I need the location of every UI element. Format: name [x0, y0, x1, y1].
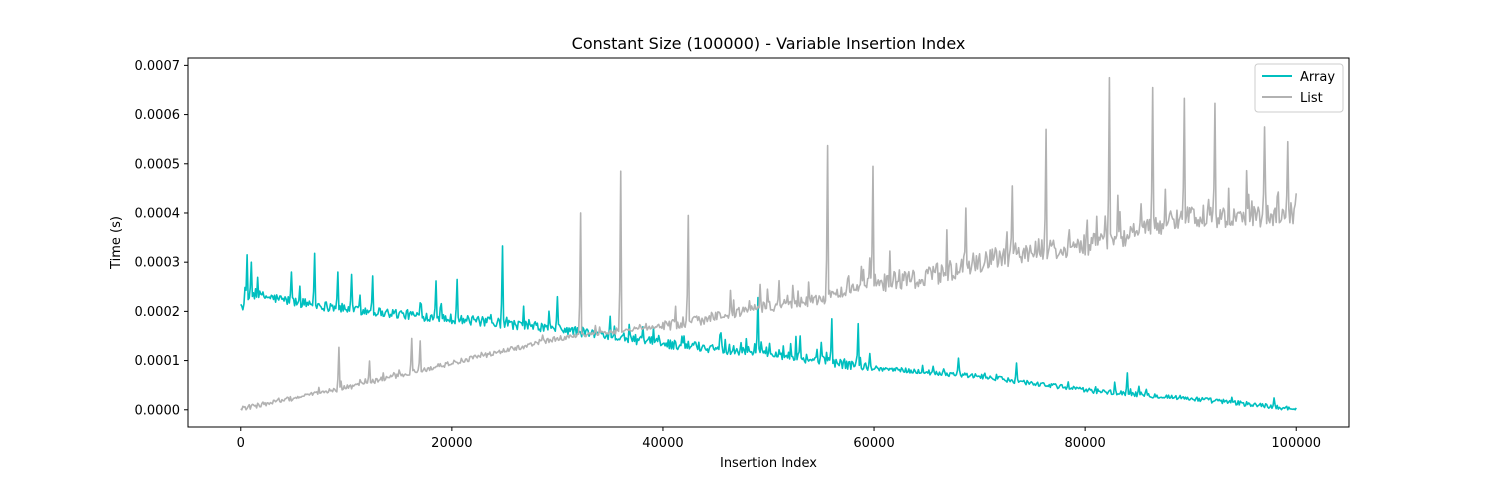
- series-layer: [240, 76, 1298, 411]
- x-axis-label: Insertion Index: [720, 456, 817, 471]
- x-tick-label: 80000: [1064, 436, 1105, 451]
- x-tick-label: 40000: [642, 436, 683, 451]
- legend: Array List: [1254, 63, 1344, 113]
- x-tick-label: 20000: [431, 436, 472, 451]
- y-tick-label: 0.0006: [135, 108, 181, 123]
- y-tick-label: 0.0004: [135, 206, 181, 221]
- legend-label-array: Array: [1300, 70, 1335, 85]
- y-tick-label: 0.0002: [135, 305, 181, 320]
- plot-frame: [187, 57, 1350, 428]
- series-line-list: [240, 76, 1298, 411]
- y-tick-label: 0.0007: [135, 59, 181, 74]
- x-tick-label: 60000: [853, 436, 894, 451]
- x-tick-label: 0: [237, 436, 245, 451]
- plot-area: [187, 57, 1350, 428]
- y-tick-label: 0.0000: [135, 403, 181, 418]
- y-tick-label: 0.0003: [135, 256, 181, 271]
- y-axis-label: Time (s): [109, 216, 124, 270]
- x-axis: 0 20000 40000 60000 80000 100000: [237, 427, 1321, 451]
- y-tick-label: 0.0005: [135, 157, 181, 172]
- legend-label-list: List: [1300, 91, 1323, 106]
- series-line-array: [240, 245, 1297, 411]
- y-tick-label: 0.0001: [135, 354, 181, 369]
- y-axis: 0.0000 0.0001 0.0002 0.0003 0.0004 0.0005 0.00…: [135, 59, 188, 418]
- chart-title: Constant Size (100000) - Variable Insert…: [572, 34, 966, 53]
- x-tick-label: 100000: [1271, 436, 1321, 451]
